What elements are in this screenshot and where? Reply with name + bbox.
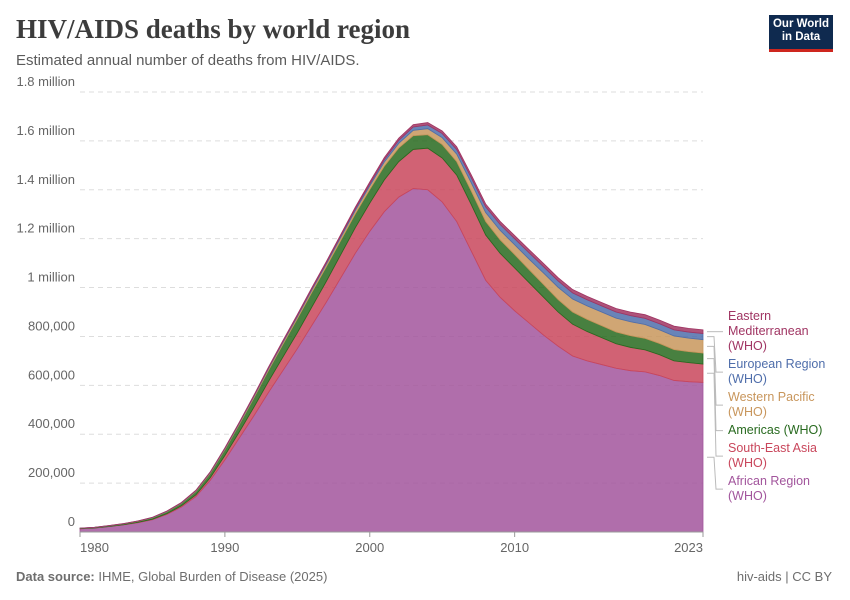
x-tick-label: 1980 (80, 540, 109, 555)
y-tick-label: 1 million (27, 270, 75, 285)
legend-label[interactable]: Eastern Mediterranean (WHO) (728, 309, 809, 354)
legend-label[interactable]: South-East Asia (WHO) (728, 441, 817, 471)
legend-connector (707, 336, 723, 373)
area (79, 122, 704, 529)
y-tick-label: 600,000 (28, 367, 75, 382)
legend-connector (707, 372, 723, 457)
legend-label[interactable]: European Region (WHO) (728, 357, 826, 387)
y-tick-label: 1.6 million (16, 123, 75, 138)
y-tick-label: 1.2 million (16, 221, 75, 236)
source-text[interactable]: IHME, Global Burden of Disease (2025) (98, 569, 328, 584)
y-tick-label: 1.8 million (16, 74, 75, 89)
legend-connector (707, 456, 723, 490)
source: Data source: IHME, Global Burden of Dise… (16, 569, 327, 584)
x-tick-label: 1990 (210, 540, 239, 555)
y-tick-label: 800,000 (28, 318, 75, 333)
y-tick-label: 0 (68, 514, 75, 529)
legend-label[interactable]: Americas (WHO) (728, 423, 823, 438)
source-label: Data source: (16, 569, 95, 584)
x-tick-label: 2023 (674, 540, 703, 555)
legend-connector (707, 345, 723, 406)
legend-label[interactable]: African Region (WHO) (728, 474, 810, 504)
logo[interactable]: Our World in Data (769, 15, 833, 52)
license[interactable]: hiv-aids | CC BY (736, 569, 832, 584)
y-tick-label: 400,000 (28, 416, 75, 431)
chart-title: HIV/AIDS deaths by world region (16, 14, 411, 44)
chart-subtitle: Estimated annual number of deaths from H… (16, 52, 360, 69)
y-tick-label: 1.4 million (16, 172, 75, 187)
x-tick-label: 2000 (355, 540, 384, 555)
y-tick-label: 200,000 (28, 465, 75, 480)
legend-label[interactable]: Western Pacific (WHO) (728, 390, 815, 420)
x-tick-label: 2010 (500, 540, 529, 555)
